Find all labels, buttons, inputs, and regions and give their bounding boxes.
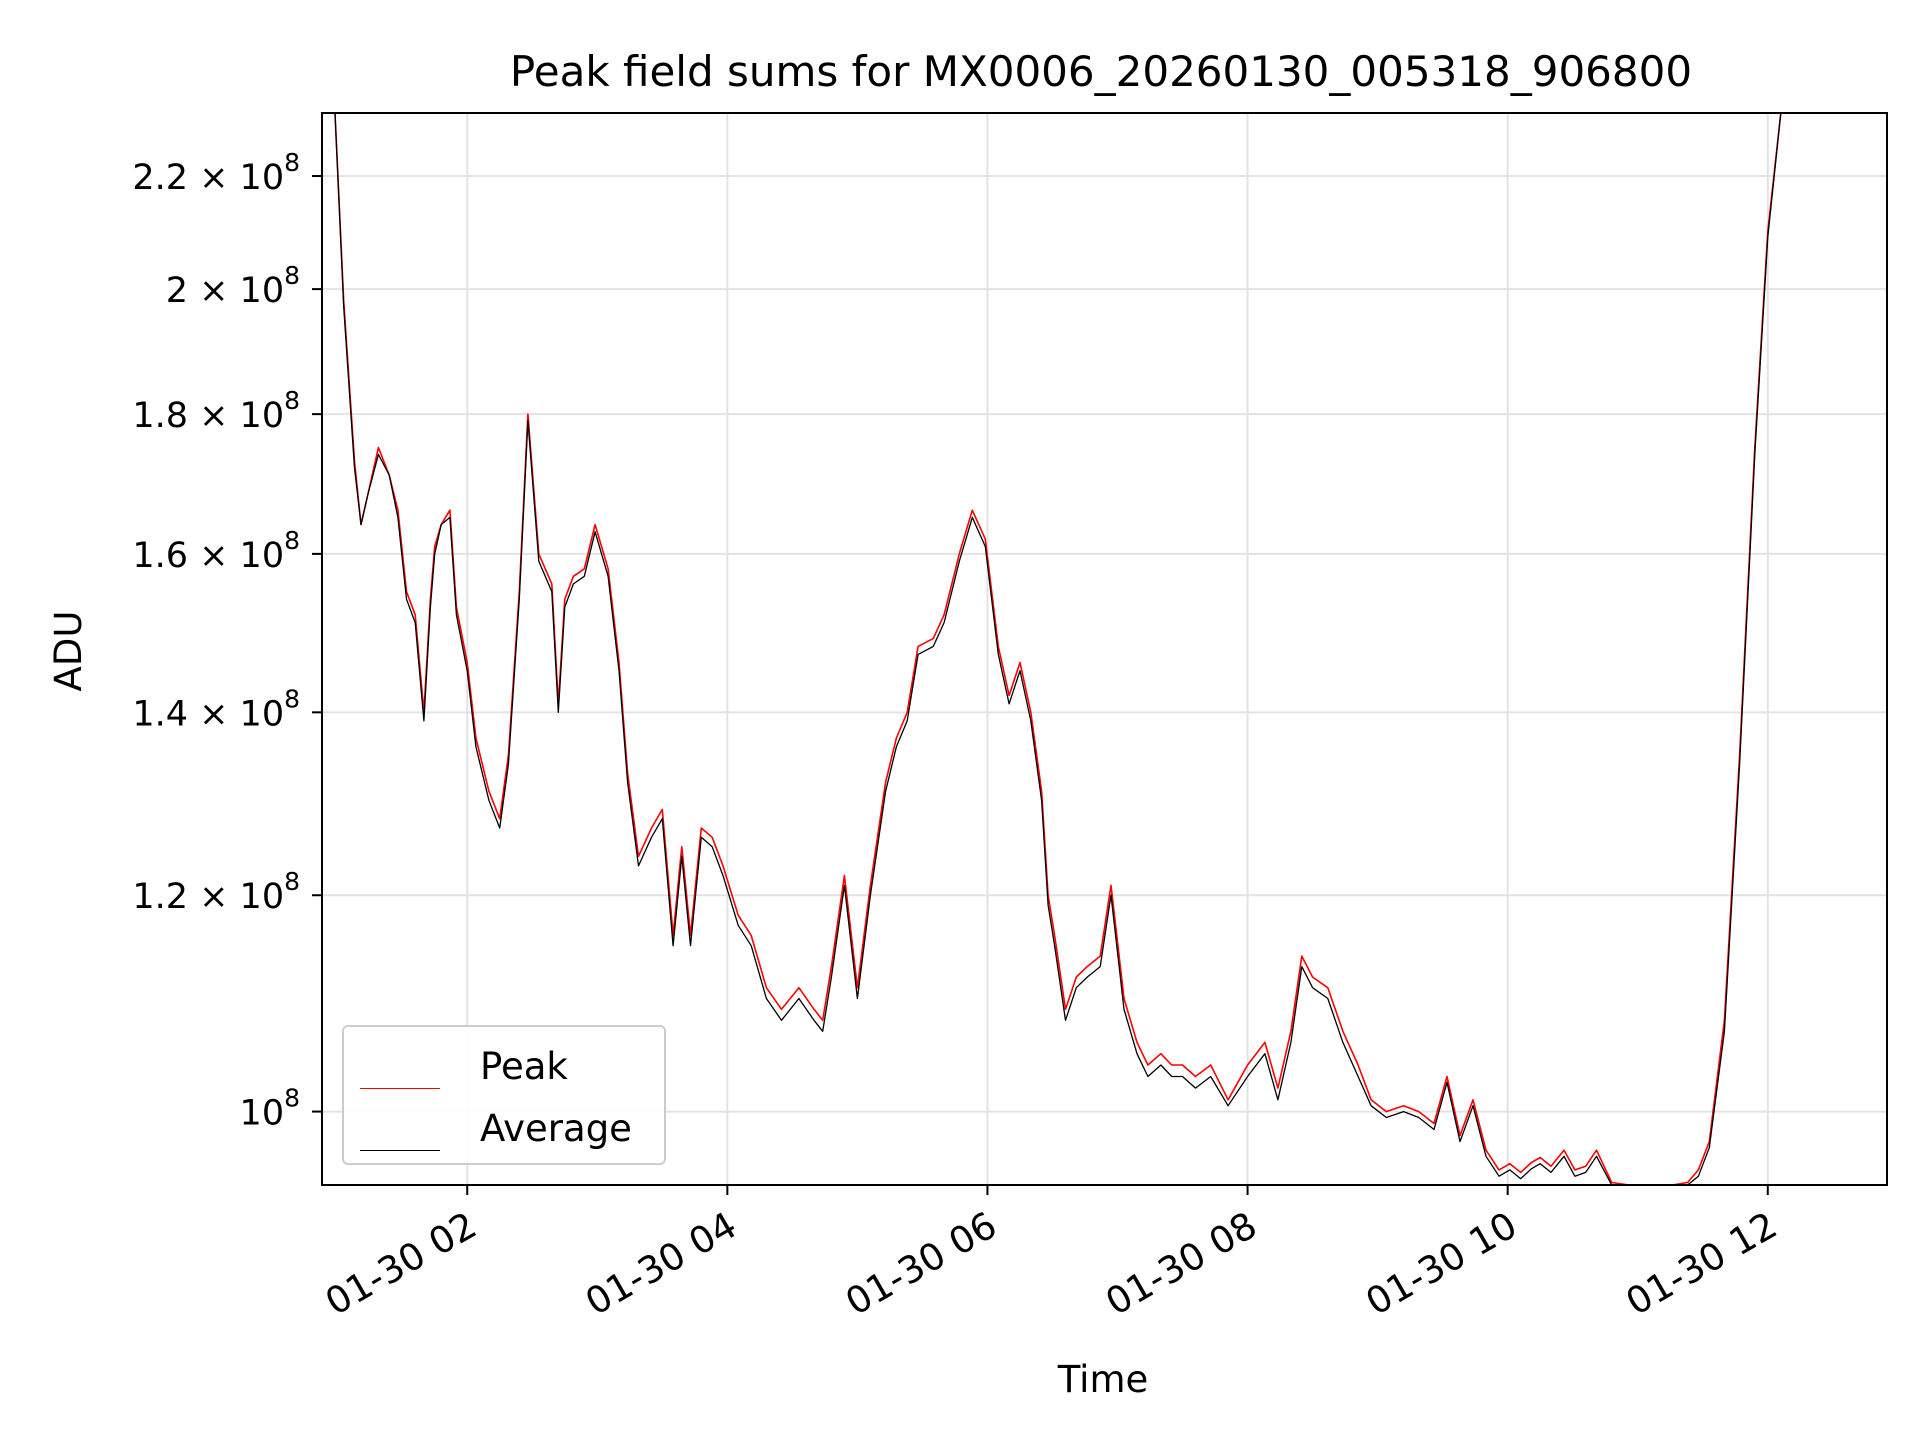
legend-item-average: Average <box>344 1109 664 1171</box>
svg-text:108: 108 <box>240 1084 300 1134</box>
svg-text:1.2 × 108: 1.2 × 108 <box>132 867 300 917</box>
y-tick-mantissa: 1.8 × 10 <box>132 396 284 436</box>
series-line-average <box>334 112 1848 1186</box>
plot-series <box>334 112 1848 1186</box>
svg-text:2 × 108: 2 × 108 <box>166 261 300 311</box>
svg-text:1.6 × 108: 1.6 × 108 <box>132 526 300 576</box>
y-tick-exponent: 8 <box>284 386 300 415</box>
y-tick-mantissa: 1.4 × 10 <box>132 694 284 734</box>
y-tick-label: 2 × 108 <box>166 261 300 311</box>
y-tick-label: 1.8 × 108 <box>132 386 300 436</box>
y-tick-mantissa: 2.2 × 10 <box>132 158 284 198</box>
svg-text:1.4 × 108: 1.4 × 108 <box>132 684 300 734</box>
plot-area-frame <box>321 112 1888 1186</box>
legend: Peak Average <box>342 1025 666 1165</box>
y-tick-mantissa: 1.6 × 10 <box>132 536 284 576</box>
y-tick-label: 1.6 × 108 <box>132 526 300 576</box>
chart-title: Peak field sums for MX0006_20260130_0053… <box>510 47 1692 96</box>
legend-label-peak: Peak <box>480 1045 568 1088</box>
y-tick-label: 1.2 × 108 <box>132 867 300 917</box>
svg-text:1.8 × 108: 1.8 × 108 <box>132 386 300 436</box>
y-tick-exponent: 8 <box>284 261 300 290</box>
y-tick-exponent: 8 <box>284 526 300 555</box>
y-tick-exponent: 8 <box>284 684 300 713</box>
legend-swatch-average <box>360 1150 440 1151</box>
legend-item-peak: Peak <box>344 1047 664 1109</box>
y-tick-mantissa: 1.2 × 10 <box>132 877 284 917</box>
svg-text:2.2 × 108: 2.2 × 108 <box>132 148 300 198</box>
y-tick-exponent: 8 <box>284 867 300 896</box>
legend-label-average: Average <box>480 1107 632 1150</box>
grid-lines <box>322 113 1887 1185</box>
y-axis-label: ADU <box>47 611 90 692</box>
y-tick-exponent: 8 <box>284 1084 300 1113</box>
y-tick-label: 1.4 × 108 <box>132 684 300 734</box>
x-axis-label: Time <box>1057 1358 1149 1401</box>
legend-swatch-peak <box>360 1088 440 1089</box>
y-tick-mantissa: 10 <box>240 1094 285 1134</box>
y-tick-mantissa: 2 × 10 <box>166 271 284 311</box>
y-tick-label: 2.2 × 108 <box>132 148 300 198</box>
y-tick-exponent: 8 <box>284 148 300 177</box>
y-tick-label: 108 <box>240 1084 300 1134</box>
